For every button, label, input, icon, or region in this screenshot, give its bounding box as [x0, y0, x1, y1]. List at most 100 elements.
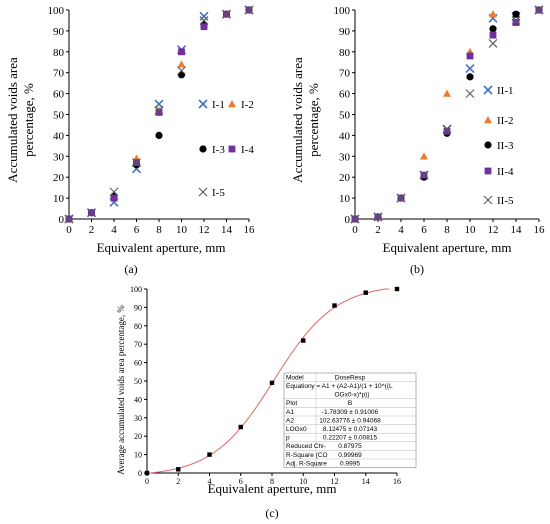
chart-b-point-II-5	[534, 5, 544, 15]
table-value: y = A1 + (A2-A1)/(1 + 10^((L	[311, 383, 393, 390]
chart-b-point-II-2	[420, 152, 428, 160]
chart-a-x-tick-label: 0	[66, 224, 72, 236]
chart-b-xlabel: Equivalent aperture, mm	[383, 240, 512, 255]
chart-a-x-tick-label: 14	[221, 224, 233, 236]
chart-c-caption: (c)	[265, 506, 278, 520]
table-key: LOGx0	[286, 426, 307, 433]
chart-b-point-II-3	[466, 73, 474, 81]
chart-b-x-tick-label: 12	[488, 224, 499, 236]
chart-b-legend-marker-II-5	[483, 195, 493, 205]
table-value: 0.99969	[338, 452, 362, 459]
chart-a-legend-marker-I-5	[198, 187, 208, 197]
table-value: DoseResp	[335, 374, 366, 381]
chart-b-point-II-5	[419, 170, 429, 180]
chart-c-y-tick-label: 50	[134, 377, 142, 386]
table-key: Plot	[286, 400, 297, 407]
chart-b-legend-marker-II-2	[484, 116, 492, 124]
chart-a-point-I-3	[155, 131, 163, 139]
chart-a-caption: (a)	[124, 262, 137, 276]
chart-c-x-tick-label: 0	[145, 477, 149, 486]
chart-b-point-II-4	[512, 19, 520, 26]
table-key: R-Square (CO	[286, 452, 328, 459]
chart-c-point	[176, 467, 181, 472]
chart-b-legend-label-II-5: II-5	[497, 195, 514, 207]
chart-a-y-tick-label: 50	[53, 110, 65, 122]
chart-a-ylabel-line1: Accumulated voids area	[5, 57, 20, 183]
table-value: 0.9995	[340, 460, 360, 467]
chart-a-legend-marker-I-3	[199, 145, 207, 153]
chart-a-point-I-3	[177, 71, 186, 79]
chart-b-point-II-3	[512, 10, 520, 18]
table-value: 0.22207 ± 0.00815	[323, 435, 378, 442]
chart-c-y-tick-label: 10	[134, 451, 142, 460]
table-key: A2	[286, 417, 294, 424]
chart-c-x-tick-label: 2	[176, 477, 180, 486]
chart-a-y-tick-label: 0	[59, 214, 65, 226]
chart-b: Accumulated voids area percentage, % Equ…	[290, 5, 545, 276]
chart-b-ylabel-line1: Accumulated voids area	[290, 57, 305, 183]
chart-c-x-tick-label: 4	[208, 477, 212, 486]
table-key: Model	[286, 374, 304, 381]
chart-b-legend-label-II-2: II-2	[497, 115, 514, 127]
chart-a-point-I-1	[154, 99, 164, 109]
chart-a-y-tick-label: 30	[53, 151, 65, 163]
chart-a-point-I-5	[222, 9, 231, 19]
chart-a-point-I-2	[177, 60, 186, 68]
chart-c-point	[394, 286, 400, 292]
chart-a-point-I-5	[87, 208, 96, 218]
chart-a-point-I-4	[110, 194, 118, 202]
chart-c-fit-curve	[146, 288, 390, 474]
chart-b-legend-marker-II-3	[484, 141, 492, 149]
chart-b-y-tick-label: 50	[339, 110, 351, 122]
chart-c: Average accumulated voids area percentag…	[116, 285, 417, 520]
chart-a-x-tick-label: 8	[156, 224, 162, 236]
table-key: Adj. R-Square	[286, 460, 327, 467]
chart-c-ylabel: Average accumulated voids area percentag…	[116, 305, 126, 475]
chart-a-legend-marker-I-4	[228, 145, 236, 153]
table-value-cont: OGx0-x)*p))	[334, 392, 369, 399]
chart-a-legend-marker-I-1	[198, 99, 208, 109]
chart-b-legend-label-II-4: II-4	[497, 166, 514, 178]
chart-b-x-tick-label: 0	[352, 224, 358, 236]
chart-c-y-tick-label: 60	[134, 359, 142, 368]
chart-a-y-tick-label: 60	[53, 89, 65, 101]
chart-c-xlabel: Equivalent aperture, mm	[208, 481, 337, 496]
chart-a: Accumulated voids area percentage, % Equ…	[5, 5, 255, 276]
chart-a-y-tick-label: 100	[48, 5, 65, 17]
chart-a-point-I-5	[177, 66, 186, 75]
chart-b-y-tick-label: 30	[339, 151, 351, 163]
table-key: Reduced Chi-	[286, 443, 326, 450]
chart-a-y-tick-label: 70	[53, 68, 65, 80]
chart-b-x-tick-label: 6	[421, 224, 427, 236]
chart-b-y-tick-label: 40	[339, 130, 351, 142]
chart-a-x-tick-label: 16	[244, 224, 256, 236]
chart-b-point-II-2	[489, 10, 497, 18]
chart-a-x-tick-label: 4	[111, 224, 117, 236]
chart-c-x-tick-label: 12	[331, 477, 339, 486]
chart-b-point-II-4	[466, 52, 474, 60]
chart-b-point-II-5	[396, 193, 406, 203]
chart-c-y-tick-label: 20	[134, 432, 142, 441]
chart-a-point-I-1	[199, 11, 209, 21]
chart-b-x-tick-label: 14	[511, 224, 523, 236]
chart-a-legend-label-I-2: I-2	[241, 99, 254, 111]
chart-c-point	[332, 303, 337, 308]
chart-a-point-I-5	[132, 158, 141, 167]
chart-c-point	[144, 470, 150, 476]
chart-b-y-tick-label: 20	[339, 172, 351, 184]
chart-b-x-tick-label: 10	[465, 224, 477, 236]
chart-a-ylabel-line2: percentage, %	[21, 83, 36, 157]
chart-a-point-I-4	[155, 109, 163, 116]
chart-a-y-tick-label: 20	[53, 172, 65, 184]
chart-b-point-II-1	[465, 63, 475, 74]
chart-b-y-tick-label: 60	[339, 89, 351, 101]
chart-a-y-tick-label: 90	[53, 26, 65, 38]
chart-b-ylabel-line2: percentage, %	[306, 83, 321, 157]
chart-a-point-I-5	[244, 5, 254, 15]
chart-b-point-II-5	[465, 89, 475, 98]
chart-b-y-tick-label: 90	[339, 26, 351, 38]
chart-b-point-II-5	[442, 124, 452, 134]
chart-b-y-tick-label: 70	[339, 68, 351, 80]
chart-c-y-tick-label: 80	[134, 322, 142, 331]
chart-a-legend-label-I-3: I-3	[212, 144, 225, 156]
